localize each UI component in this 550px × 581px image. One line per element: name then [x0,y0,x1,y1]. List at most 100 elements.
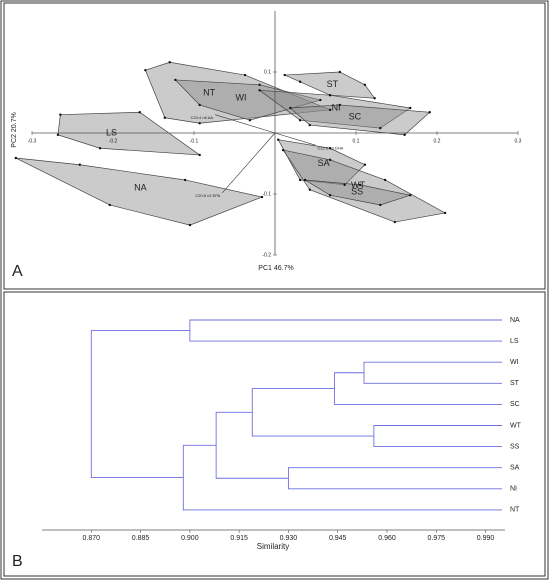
group-label: NI [332,103,341,113]
x-tick-label: 0.960 [378,535,396,542]
data-point [338,70,341,74]
x-tick-label: -0.3 [28,138,37,144]
data-point [283,73,286,77]
x-tick-label: 0.975 [428,535,446,542]
data-point [198,122,201,125]
data-point [243,73,247,77]
data-point [308,188,312,191]
y-tick-label: 0.1 [264,69,271,75]
data-point [409,106,412,110]
loading-label: C20:4 n6 AA [191,115,214,120]
group-label: SC [349,111,362,121]
data-point [277,138,280,141]
data-point [328,93,332,97]
leaf-label: LS [510,338,519,345]
data-point [298,118,302,122]
y-tick-label: -0.2 [262,252,271,258]
data-point [198,153,201,157]
x-tick-label: -0.1 [190,138,199,144]
data-point [298,178,302,182]
data-point [409,194,412,197]
data-point [138,111,141,114]
group-hull [258,89,412,129]
dendrogram-link [182,444,502,511]
group-hull [277,139,366,186]
data-point [379,203,382,207]
dendrogram-link [90,330,190,479]
data-point [383,178,387,182]
x-tick-label: 0.3 [515,138,522,144]
data-point [289,106,292,110]
data-point [443,211,447,215]
data-point [198,103,201,107]
data-point [328,158,332,162]
data-point [393,220,397,224]
group-label: LS [106,127,117,137]
loading-vector [222,132,276,193]
data-point [303,178,307,182]
leaf-label: WI [510,359,519,366]
panel-label: A [12,263,23,280]
x-tick-label: 0.930 [280,535,298,542]
loading-label: C20:5 n3 EPA [195,193,220,198]
data-point [14,156,17,160]
dendrogram-link [189,319,502,342]
group-hull [57,111,201,156]
data-point [258,89,261,92]
group-label: SA [318,158,330,168]
dendrogram-link [287,467,502,490]
data-point [188,223,192,227]
group-hull [289,104,431,136]
x-tick-label: 0.990 [477,535,495,542]
dendrogram-link [251,388,374,437]
panel-label: B [12,553,23,570]
leaf-label: SC [510,401,520,408]
x-tick-label: 0.2 [434,138,441,144]
data-point [379,126,382,130]
leaf-label: WT [510,422,522,429]
data-point [343,183,346,187]
data-point [108,203,111,207]
leaf-label: NI [510,486,517,493]
data-point [428,111,431,114]
x-tick-label: 0.945 [329,535,347,542]
group-hull [304,179,412,206]
panel-b-border [3,291,546,577]
x-axis-label: Similarity [257,542,289,551]
data-point [174,78,177,82]
data-point [163,116,167,119]
data-point [183,178,187,182]
group-label: WT [351,180,365,190]
data-point [328,194,332,197]
dendrogram-link [363,361,502,384]
data-point [144,68,147,72]
data-point [308,123,312,127]
dendrogram-link [215,411,289,479]
data-point [373,97,376,100]
data-point [403,133,406,137]
y-tick-label: -0.1 [262,191,271,197]
group-label: ST [327,79,339,89]
y-axis-label: PC2 20.7% [11,112,18,147]
data-point [168,61,171,64]
x-tick-label: 0.1 [353,138,360,144]
leaf-label: ST [510,380,520,387]
data-point [248,118,252,122]
data-point [328,147,332,150]
data-point [328,108,332,112]
loading-vector [274,132,316,146]
data-point [319,98,322,102]
x-tick-label: 0.900 [181,535,199,542]
x-tick-label: 0.870 [83,535,101,542]
x-tick-label: -0.2 [109,138,118,144]
data-point [363,83,367,87]
data-point [281,148,285,152]
data-point [59,113,62,116]
data-point [260,195,264,199]
group-label: NT [203,87,215,97]
x-tick-label: 0.915 [230,535,248,542]
group-label: NA [134,183,147,193]
panel-a-border [3,2,546,290]
data-point [56,133,60,137]
